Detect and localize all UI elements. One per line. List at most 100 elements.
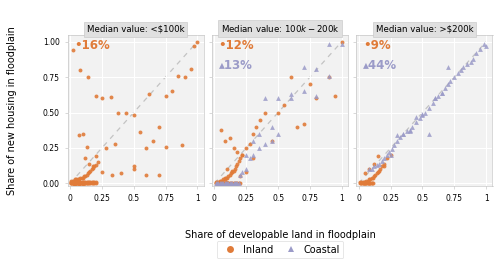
Point	[145, 92, 153, 96]
Point	[223, 181, 231, 185]
Point	[216, 181, 224, 185]
Point	[360, 180, 368, 184]
Point	[386, 153, 394, 157]
Point	[418, 113, 426, 118]
Point	[300, 65, 308, 69]
Point	[358, 181, 366, 185]
Point	[71, 180, 79, 184]
Point	[238, 153, 246, 157]
Point	[223, 176, 231, 180]
Point	[74, 181, 82, 185]
Point	[222, 181, 230, 185]
Point	[262, 96, 270, 101]
Point	[75, 133, 83, 137]
Point	[75, 181, 83, 185]
Point	[72, 180, 80, 184]
Point	[84, 180, 92, 184]
Point	[236, 181, 244, 185]
Point	[255, 132, 263, 136]
Point	[234, 161, 241, 166]
Point	[364, 178, 372, 183]
Point	[76, 181, 84, 185]
Point	[80, 181, 88, 185]
Point	[82, 181, 90, 185]
Point	[450, 75, 458, 79]
Point	[262, 142, 270, 146]
Point	[76, 181, 84, 185]
Point	[155, 124, 163, 129]
Point	[79, 181, 87, 185]
Point	[68, 181, 76, 185]
Point	[248, 132, 256, 136]
Point	[80, 180, 88, 184]
Point	[360, 181, 368, 185]
Point	[218, 181, 226, 185]
Point	[94, 160, 102, 164]
Point	[162, 144, 170, 149]
Point	[212, 181, 220, 185]
Point	[246, 142, 254, 146]
Point	[393, 139, 401, 143]
Point	[68, 178, 76, 183]
Point	[438, 90, 446, 95]
Point	[378, 164, 386, 168]
Point	[224, 181, 232, 185]
Point	[226, 173, 234, 177]
Point	[368, 181, 376, 185]
Title: Median value: <$100k: Median value: <$100k	[87, 25, 184, 34]
Point	[79, 176, 87, 180]
Point	[378, 159, 386, 163]
Point	[216, 181, 224, 185]
Point	[88, 167, 96, 171]
Point	[400, 132, 407, 136]
Point	[287, 92, 295, 96]
Point	[428, 101, 436, 105]
Point	[82, 181, 90, 185]
Point	[220, 177, 228, 181]
Point	[194, 40, 202, 44]
Point	[136, 130, 144, 135]
Point	[71, 181, 79, 185]
Text: •16%: •16%	[74, 39, 110, 52]
Point	[388, 147, 396, 151]
Point	[431, 96, 439, 101]
Point	[217, 181, 225, 185]
Point	[212, 180, 220, 184]
Point	[220, 176, 228, 180]
Point	[75, 181, 83, 185]
Point	[74, 181, 82, 185]
Point	[155, 173, 163, 177]
Point	[416, 116, 424, 120]
Point	[230, 146, 237, 150]
Point	[68, 181, 76, 185]
Point	[220, 181, 228, 185]
Point	[228, 170, 236, 174]
Point	[72, 181, 80, 185]
Point	[400, 132, 407, 136]
Point	[82, 173, 90, 177]
Point	[300, 122, 308, 126]
Point	[372, 173, 380, 177]
Point	[216, 181, 224, 185]
Point	[78, 181, 86, 185]
Point	[89, 181, 97, 185]
Point	[74, 181, 82, 185]
Point	[366, 181, 374, 185]
Point	[361, 180, 369, 184]
Point	[238, 153, 246, 157]
Point	[369, 176, 377, 180]
Point	[213, 180, 221, 184]
Point	[223, 167, 231, 171]
Point	[232, 181, 240, 185]
Point	[71, 181, 79, 185]
Point	[70, 181, 78, 185]
Point	[386, 150, 394, 154]
Point	[362, 181, 370, 185]
Point	[365, 181, 373, 185]
Point	[178, 143, 186, 147]
Point	[217, 127, 225, 132]
Point	[390, 143, 398, 147]
Text: ▴13%: ▴13%	[218, 59, 252, 72]
Point	[80, 181, 88, 185]
Point	[476, 47, 484, 51]
